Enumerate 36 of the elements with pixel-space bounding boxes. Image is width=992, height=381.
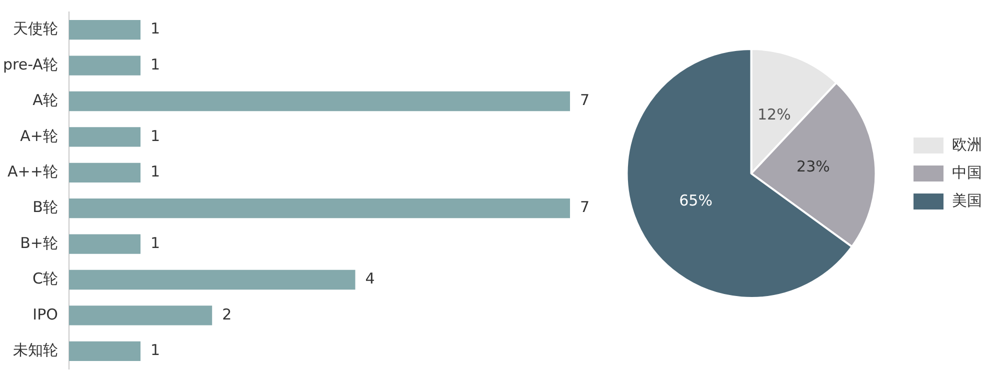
y-tick-label: C轮	[32, 270, 58, 288]
y-tick-label: B轮	[32, 198, 58, 216]
bar	[68, 198, 570, 218]
bar	[68, 91, 570, 112]
bar	[68, 162, 141, 182]
data-label: 1	[150, 20, 160, 38]
data-label: 1	[150, 341, 160, 360]
y-tick-label: 天使轮	[12, 20, 58, 38]
y-tick-label: A+轮	[20, 126, 58, 145]
data-label: 1	[150, 55, 160, 74]
bar	[68, 234, 141, 254]
data-label: 1	[150, 234, 160, 252]
y-tick-label: A轮	[32, 91, 58, 110]
legend-label: 美国	[952, 191, 982, 210]
data-label: 2	[222, 305, 232, 324]
bar	[68, 341, 141, 361]
data-label: 4	[365, 270, 375, 288]
data-label: 12%	[757, 106, 791, 124]
bar	[68, 20, 141, 40]
y-tick-label: A++轮	[8, 162, 58, 181]
y-tick-label: pre-A轮	[2, 55, 58, 74]
bar	[68, 127, 141, 147]
bar	[68, 306, 212, 326]
data-label: 7	[580, 198, 590, 216]
y-tick-label: 未知轮	[12, 341, 58, 360]
data-label: 1	[150, 126, 160, 145]
y-tick-label: IPO	[32, 305, 58, 324]
bar	[68, 56, 141, 76]
data-label: 65%	[679, 192, 712, 210]
bar	[68, 270, 356, 290]
y-tick-label: B+轮	[20, 234, 58, 252]
data-label: 23%	[796, 158, 830, 176]
data-label: 1	[150, 162, 160, 181]
legend-label: 中国	[952, 163, 982, 182]
data-label: 7	[580, 91, 590, 110]
legend-label: 欧洲	[952, 135, 982, 154]
